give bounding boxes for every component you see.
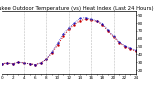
Text: Milwaukee Outdoor Temperature (vs) Heat Index (Last 24 Hours): Milwaukee Outdoor Temperature (vs) Heat … bbox=[0, 6, 154, 11]
